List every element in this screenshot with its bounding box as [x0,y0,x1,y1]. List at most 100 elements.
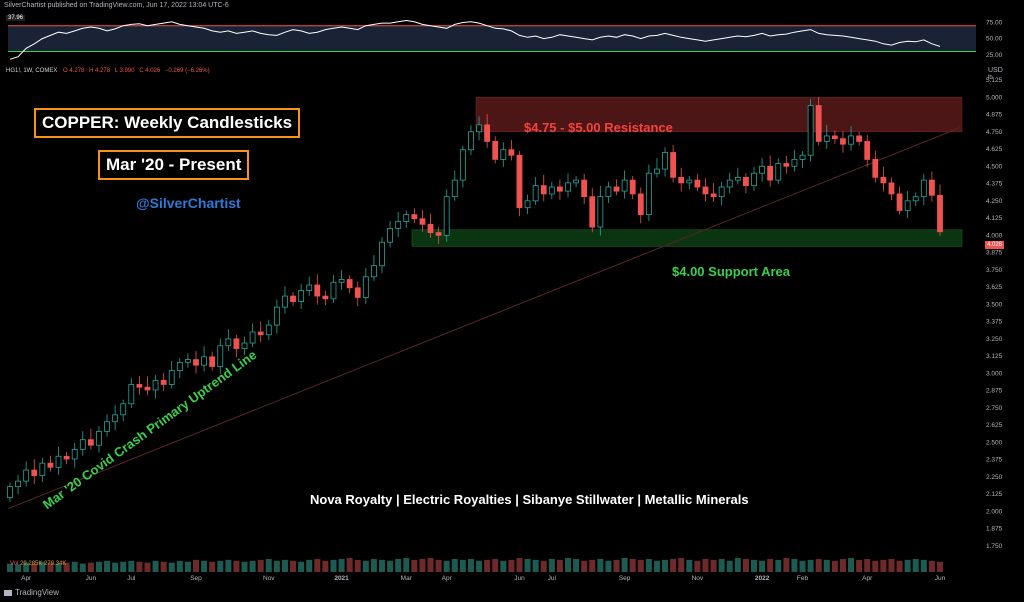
volume-bar [718,558,725,572]
y-tick-label: 1.750 [986,543,1003,550]
candle-body [500,149,507,160]
volume-bar [144,562,151,572]
volume-bar [670,558,677,572]
volume-bar [653,560,660,572]
y-tick-label: 5.125 [986,77,1003,84]
candle-body [306,284,313,291]
y-tick-label: 3.125 [986,353,1003,360]
candle-body [548,186,555,195]
candle-body [338,279,345,283]
candle-body [241,342,248,349]
candle-body [718,186,725,198]
author-handle: @SilverChartist [136,195,241,211]
volume-bar [152,560,159,572]
y-tick-label: 2.125 [986,491,1003,498]
volume-bar [370,558,377,572]
volume-bar [710,559,717,572]
candle-body [508,149,515,156]
rsi-band [8,25,976,52]
candle-body [920,179,927,198]
candle-body [775,163,782,181]
candle-body [15,480,21,488]
candle-body [662,152,668,170]
candle-body [791,158,798,167]
candle-body [629,179,636,195]
candle-body [654,168,660,174]
x-tick-label: Apr [442,575,453,582]
volume-bar [896,560,903,572]
rsi-line [9,19,941,60]
volume-values: 29.285K 279.34K [20,561,67,567]
candle-body [185,359,191,363]
candle-body [516,154,523,209]
tradingview-footer[interactable]: TradingView [4,588,59,597]
volume-bar [767,558,774,572]
candle-body [637,193,644,216]
candle-body [87,439,94,446]
y-tick-label: 2.250 [986,474,1003,481]
candle-body [459,149,466,181]
x-tick-label: Jul [127,575,136,582]
candle-body [937,194,943,233]
volume-bar [629,558,636,572]
candle-body [112,414,119,423]
candle-body [225,338,232,347]
x-tick-label: Jun [935,575,946,582]
volume-bar [508,559,515,572]
candle-body [104,421,110,432]
x-tick-label: Nov [692,575,704,582]
y-axis-subunit: lb [988,75,993,81]
candle-body [96,430,102,446]
candle-body [233,338,240,349]
volume-bar [79,563,86,572]
candle-body [411,214,418,220]
candle-body [848,135,854,145]
volume-bar [241,561,248,572]
candle-body [273,306,280,326]
volume-bar [233,560,240,572]
candle-body [492,141,499,160]
y-tick-label: 3.250 [986,336,1003,343]
volume-bar [856,559,863,572]
candle-body [120,403,127,416]
candle-body [670,152,677,178]
resistance-zone [475,96,963,133]
x-tick-label: Jun [86,575,97,582]
volume-bar [443,560,450,572]
volume-bar [791,558,798,572]
candle-body [912,196,919,202]
volume-bar [201,560,208,572]
volume-bar [751,559,757,572]
candle-body [435,232,442,236]
y-tick-label: 5.000 [986,94,1003,101]
x-tick-label: Apr [21,575,32,582]
volume-bar [87,562,94,572]
legend-low: L 3.990 [114,68,135,74]
volume-label: Vol 29.285K 279.34K [10,561,66,567]
volume-bar [686,559,693,572]
volume-bar [516,558,523,572]
y-tick-label: 3.750 [986,267,1003,274]
candle-body [387,228,393,243]
volume-bar [7,563,13,572]
volume-bar [136,561,143,572]
volume-bar [338,558,345,572]
candle-body [152,379,159,391]
resistance-label: $4.75 - $5.00 Resistance [524,120,673,135]
volume-bar [920,559,927,572]
candle-body [702,186,709,195]
volume-bar [484,559,491,572]
volume-bar [23,562,30,572]
volume-bar [362,560,369,572]
volume-bar [330,559,337,572]
volume-bar [314,558,321,572]
volume-bar [839,558,846,572]
rsi-level-label: 50.00 [986,36,1003,43]
volume-bar [581,560,588,572]
candle-body [168,370,175,385]
candle-body [524,200,531,209]
candle-body [362,276,369,298]
volume-bar [168,562,175,572]
candle-body [419,218,426,225]
